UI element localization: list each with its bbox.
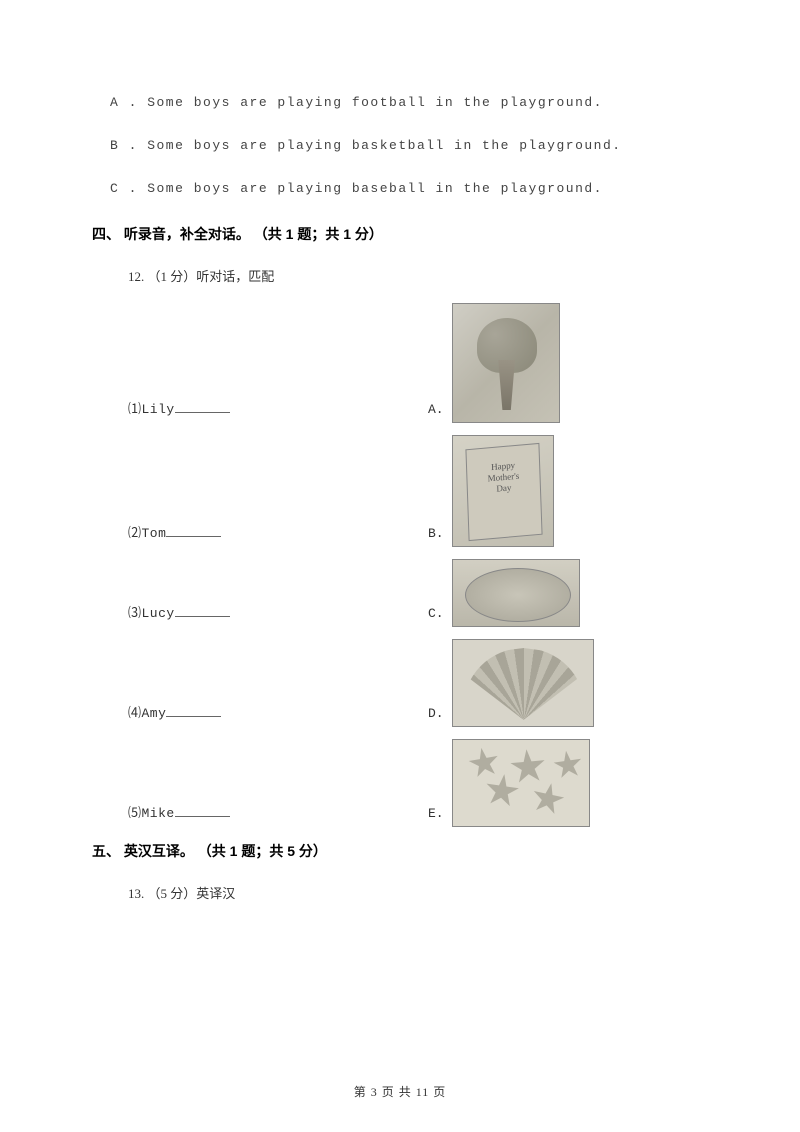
name-lily: ⑴Lily (128, 402, 175, 417)
blank-3[interactable] (175, 605, 230, 617)
page-footer: 第 3 页 共 11 页 (0, 1083, 800, 1100)
match-letter-b: B. (428, 526, 444, 547)
match-name-1: ⑴Lily (128, 398, 428, 423)
option-a: A . Some boys are playing football in th… (110, 95, 700, 110)
match-letter-e: E. (428, 806, 444, 827)
fan-image (452, 639, 594, 727)
blank-5[interactable] (175, 805, 230, 817)
card-image: Happy Mother's Day (452, 435, 554, 547)
match-row-2: ⑵Tom B. Happy Mother's Day (128, 435, 700, 547)
blank-4[interactable] (166, 705, 221, 717)
match-letter-d: D. (428, 706, 444, 727)
name-tom: ⑵Tom (128, 526, 166, 541)
match-row-1: ⑴Lily A. (128, 303, 700, 423)
match-row-3: ⑶Lucy C. (128, 559, 700, 627)
blank-2[interactable] (166, 525, 221, 537)
card-text: Happy Mother's Day (465, 443, 542, 541)
match-row-5: ⑸Mike E. (128, 739, 700, 827)
match-name-5: ⑸Mike (128, 802, 428, 827)
section-4-heading: 四、 听录音，补全对话。 （共 1 题；共 1 分） (92, 224, 700, 244)
option-c: C . Some boys are playing baseball in th… (110, 181, 700, 196)
plate-image (452, 559, 580, 627)
name-lucy: ⑶Lucy (128, 606, 175, 621)
section-5-heading: 五、 英汉互译。 （共 1 题；共 5 分） (92, 841, 700, 861)
name-mike: ⑸Mike (128, 806, 175, 821)
match-name-4: ⑷Amy (128, 702, 428, 727)
match-letter-a: A. (428, 402, 444, 423)
blank-1[interactable] (175, 401, 230, 413)
stars-image (452, 739, 590, 827)
q13-intro: 13. （5 分）英译汉 (128, 883, 700, 902)
match-letter-c: C. (428, 606, 444, 627)
match-name-2: ⑵Tom (128, 522, 428, 547)
q12-intro: 12. （1 分）听对话，匹配 (128, 266, 700, 285)
option-b: B . Some boys are playing basketball in … (110, 138, 700, 153)
match-row-4: ⑷Amy D. (128, 639, 700, 727)
bouquet-image (452, 303, 560, 423)
name-amy: ⑷Amy (128, 706, 166, 721)
match-name-3: ⑶Lucy (128, 602, 428, 627)
